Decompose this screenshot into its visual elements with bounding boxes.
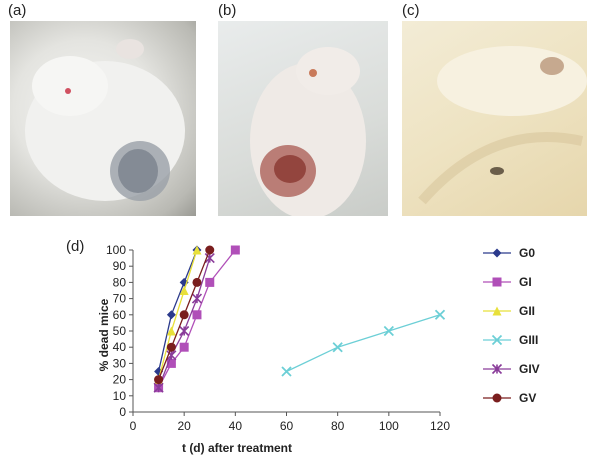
data-point [383, 325, 394, 337]
legend-item-gii: GII [483, 304, 535, 318]
data-point [179, 310, 189, 320]
data-point [192, 310, 202, 320]
data-point [166, 326, 176, 336]
data-point [192, 245, 202, 255]
panel-label-b: (b) [218, 2, 237, 19]
data-point [192, 277, 202, 287]
panel-label-c: (c) [402, 2, 420, 19]
photo-a [10, 21, 196, 216]
chart-legend: G0 GI GII GIII GIV GV [483, 246, 540, 405]
data-point [205, 245, 215, 255]
y-tick-label: 30 [113, 356, 127, 370]
series-line [157, 249, 198, 372]
legend-marker [492, 393, 502, 403]
legend-label: GIV [519, 362, 540, 376]
chart-series [153, 245, 446, 393]
data-point [191, 293, 203, 304]
series-line [157, 249, 198, 380]
panel-label-a: (a) [8, 2, 27, 19]
legend-item-g0: G0 [483, 246, 535, 260]
panel-label-d: (d) [66, 238, 85, 255]
legend-item-giv: GIV [483, 362, 540, 376]
data-point [153, 382, 164, 393]
series-giv [153, 253, 215, 393]
y-tick-label: 20 [113, 373, 127, 387]
y-tick-label: 70 [113, 292, 127, 306]
data-point [179, 286, 189, 295]
legend-marker [491, 334, 503, 346]
series-gv [154, 245, 215, 385]
y-tick-label: 100 [106, 243, 126, 257]
x-tick-label: 40 [229, 419, 243, 433]
photo-c-art [418, 46, 587, 205]
photo-b [218, 21, 388, 216]
series-line [286, 314, 441, 373]
legend-label: G0 [519, 246, 535, 260]
legend-item-giii: GIII [483, 333, 538, 347]
photo-b-art [250, 47, 366, 216]
data-point [434, 309, 446, 320]
x-tick-label: 120 [430, 419, 450, 433]
photo-a-art [25, 39, 185, 201]
legend-marker [492, 277, 502, 287]
legend-label: GII [519, 304, 535, 318]
data-point [166, 358, 176, 368]
legend-marker [492, 306, 502, 316]
legend-marker [491, 363, 503, 375]
legend-label: GI [519, 275, 532, 289]
x-axis-label: t (d) after treatment [182, 441, 292, 455]
x-tick-label: 60 [280, 419, 294, 433]
x-tick-label: 20 [177, 419, 191, 433]
legend-label: GIII [519, 333, 538, 347]
photo-c [402, 21, 587, 216]
data-point [166, 350, 177, 361]
x-tick-label: 100 [379, 419, 399, 433]
x-tick-label: 0 [130, 419, 137, 433]
y-axis-label: % dead mice [97, 298, 111, 371]
series-gi [154, 245, 240, 393]
legend-item-gi: GI [483, 275, 532, 289]
data-point [166, 310, 176, 320]
data-point [230, 245, 240, 255]
y-tick-label: 10 [113, 389, 127, 403]
y-tick-label: 0 [119, 405, 126, 419]
chart-axes: 0 20 40 60 80 100 120 0 10 20 30 40 50 60 70 80 90 100 [106, 243, 450, 433]
data-point [179, 342, 189, 352]
y-tick-label: 60 [113, 308, 127, 322]
data-point [166, 342, 176, 352]
series-giii [281, 309, 446, 377]
y-tick-label: 90 [113, 259, 127, 273]
legend-item-gv: GV [483, 391, 536, 405]
legend-marker [492, 248, 502, 258]
legend-label: GV [519, 391, 536, 405]
x-tick-label: 80 [331, 419, 345, 433]
y-tick-label: 40 [113, 340, 127, 354]
y-tick-label: 50 [113, 324, 127, 338]
data-point [154, 375, 164, 385]
y-tick-label: 80 [113, 275, 127, 289]
data-point [179, 325, 190, 337]
data-point [204, 253, 215, 264]
series-line [157, 257, 211, 388]
data-point [332, 342, 343, 353]
data-point [205, 277, 215, 287]
data-point [281, 366, 292, 377]
